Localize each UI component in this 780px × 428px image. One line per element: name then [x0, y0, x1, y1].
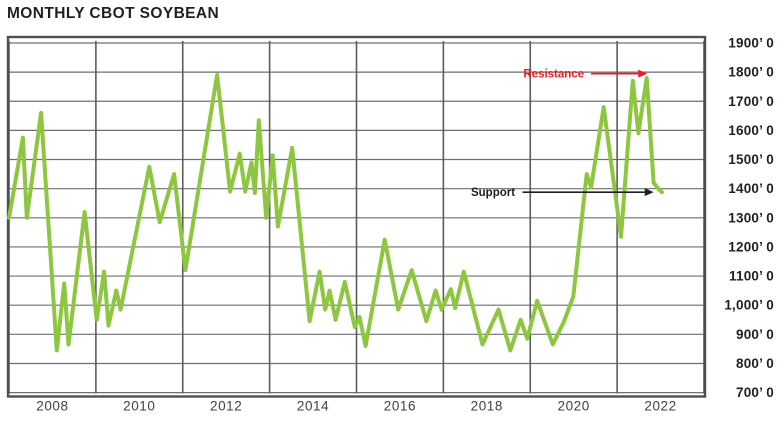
y-tick-label: 1800’ 0: [728, 65, 774, 80]
x-tick-label: 2010: [123, 399, 155, 414]
y-tick-label: 1400’ 0: [728, 181, 774, 196]
y-tick-label: 800’ 0: [736, 356, 774, 371]
x-tick-label: 2018: [471, 399, 503, 414]
y-tick-label: 1900’ 0: [728, 36, 774, 51]
y-tick-label: 1200’ 0: [728, 239, 774, 254]
y-tick-label: 700’ 0: [736, 385, 774, 400]
y-tick-label: 1,000’ 0: [724, 298, 774, 313]
chart-title: MONTHLY CBOT SOYBEAN: [7, 5, 220, 22]
x-tick-label: 2012: [210, 399, 242, 414]
x-tick-label: 2022: [644, 399, 676, 414]
support-label: Support: [471, 187, 515, 199]
x-tick-label: 2016: [384, 399, 416, 414]
resistance-label: Resistance: [523, 69, 584, 81]
x-tick-label: 2008: [36, 399, 68, 414]
x-tick-label: 2014: [297, 399, 329, 414]
y-tick-label: 1600’ 0: [728, 123, 774, 138]
y-tick-label: 1500’ 0: [728, 152, 774, 167]
resistance-arrow-head: [638, 69, 648, 78]
x-tick-label: 2020: [557, 399, 589, 414]
y-tick-label: 1300’ 0: [728, 210, 774, 225]
y-tick-label: 1100’ 0: [729, 269, 774, 284]
price-line: [7, 73, 664, 353]
y-tick-label: 1700’ 0: [728, 94, 774, 109]
support-arrow-head: [644, 188, 654, 197]
y-tick-label: 900’ 0: [736, 327, 774, 342]
